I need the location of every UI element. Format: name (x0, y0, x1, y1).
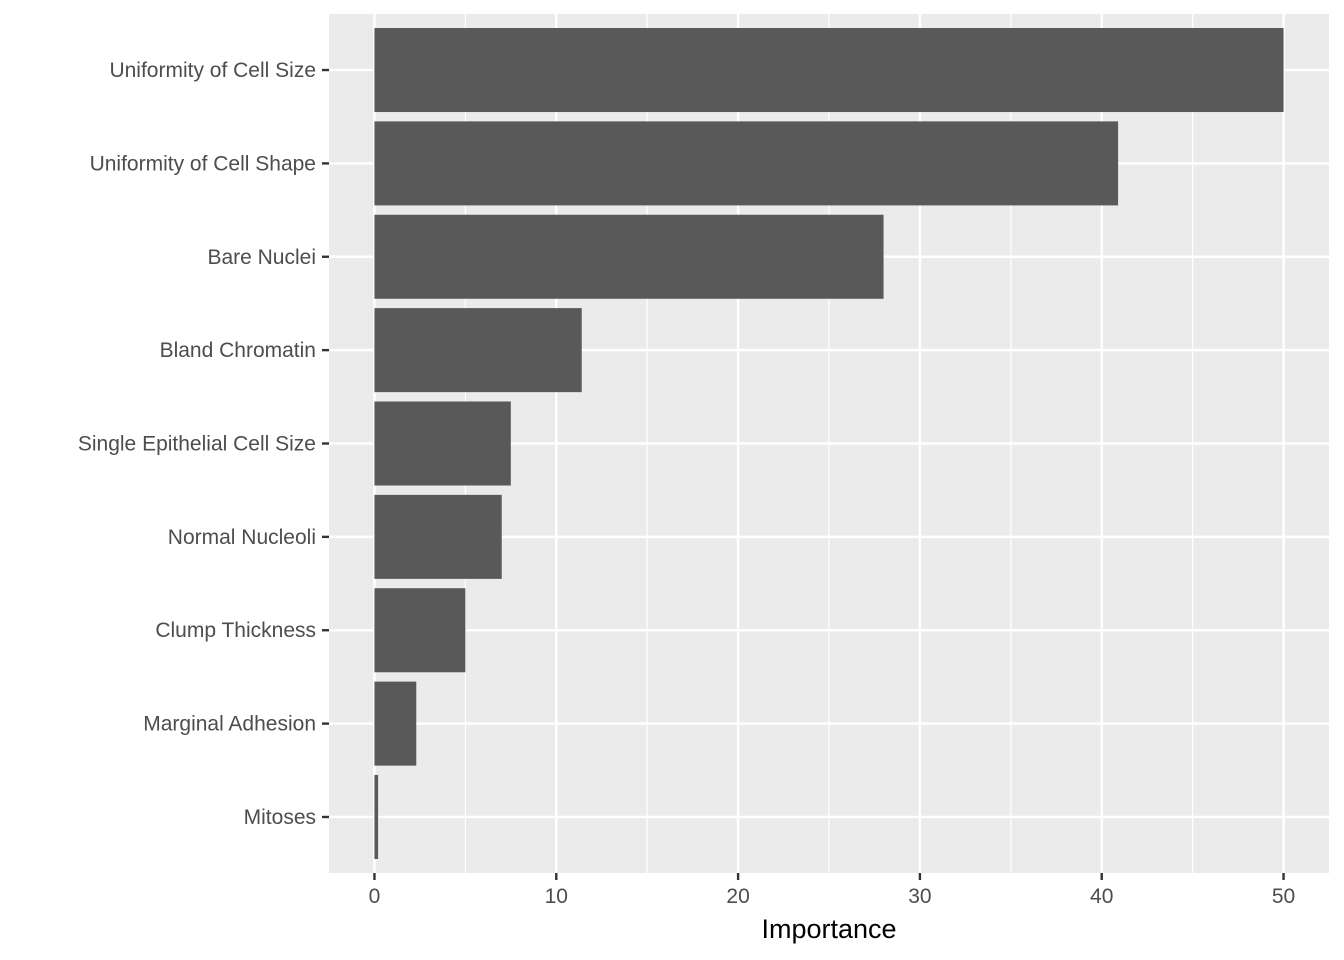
x-tick-label: 30 (908, 885, 931, 908)
x-tick-label: 40 (1090, 885, 1113, 908)
bar (374, 774, 379, 859)
x-tick-label: 50 (1272, 885, 1295, 908)
y-tick-label: Uniformity of Cell Size (109, 59, 316, 82)
y-tick-label: Bare Nuclei (207, 246, 316, 269)
y-tick-label: Clump Thickness (155, 619, 316, 642)
bar (374, 681, 417, 766)
bar (374, 28, 1284, 113)
y-tick-label: Bland Chromatin (160, 339, 316, 362)
bar (374, 494, 502, 579)
x-axis: 0 10 20 30 40 50 (369, 873, 1295, 908)
bar (374, 588, 466, 673)
bars (374, 28, 1284, 859)
y-tick-label: Normal Nucleoli (168, 526, 316, 549)
y-tick-label: Single Epithelial Cell Size (78, 433, 316, 456)
x-axis-title: Importance (761, 914, 896, 944)
x-tick-label: 10 (545, 885, 568, 908)
bar (374, 121, 1119, 206)
y-tick-label: Mitoses (244, 806, 316, 829)
bar (374, 308, 582, 393)
x-tick-label: 0 (369, 885, 381, 908)
y-tick-label: Uniformity of Cell Shape (90, 152, 316, 175)
y-axis: Uniformity of Cell Size Uniformity of Cel… (78, 59, 329, 829)
bar (374, 214, 884, 299)
x-tick-label: 20 (726, 885, 749, 908)
bar (374, 401, 511, 486)
y-tick-label: Marginal Adhesion (143, 713, 316, 736)
